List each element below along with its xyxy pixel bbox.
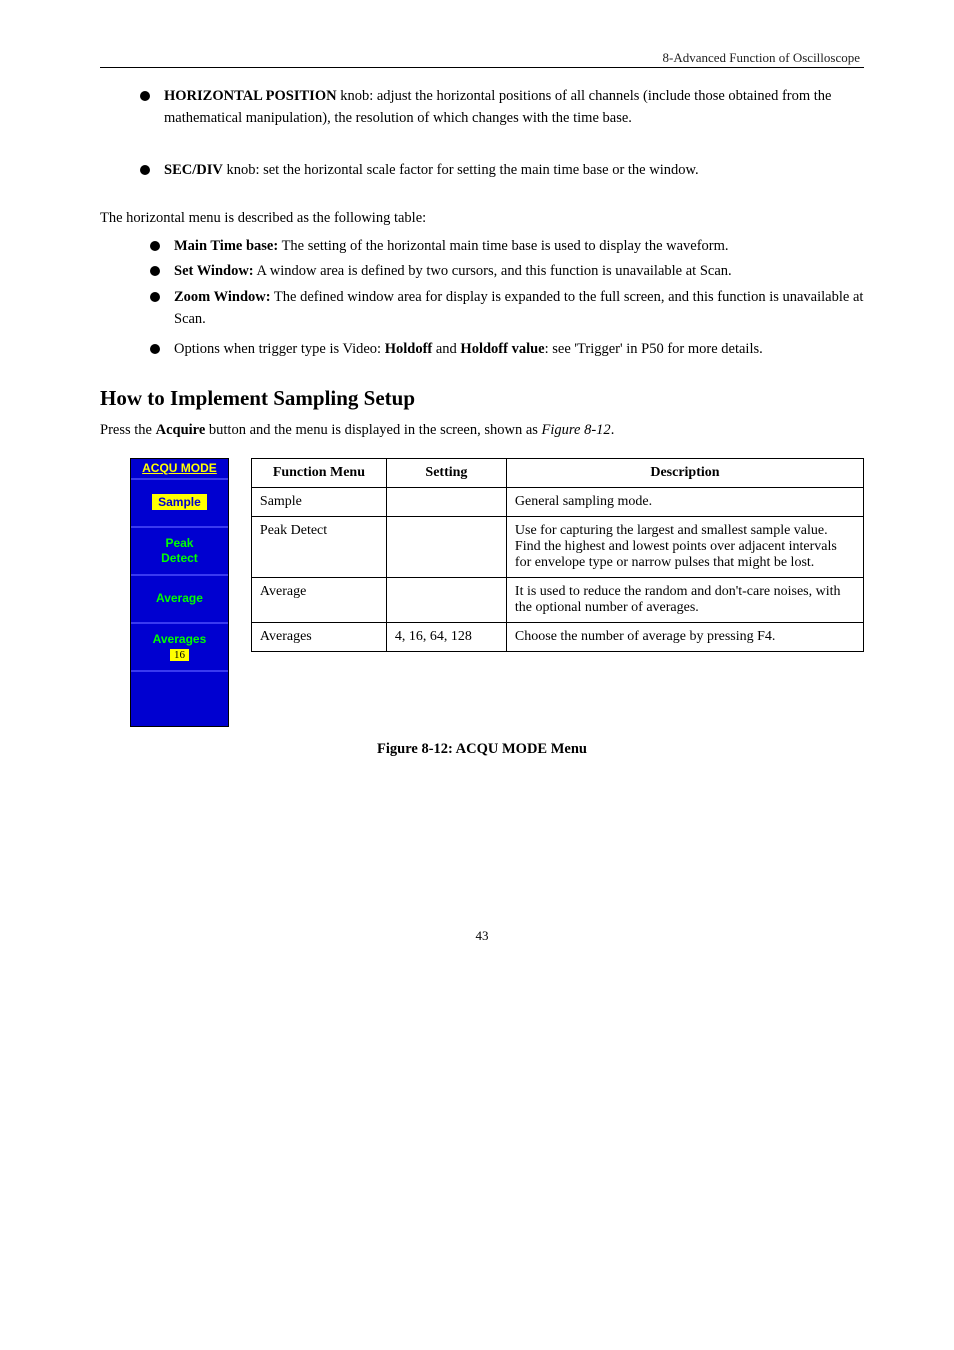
- figure-caption: Figure 8-12: ACQU MODE Menu: [100, 741, 864, 758]
- horiz-intro: The horizontal menu is described as the …: [100, 207, 864, 229]
- bullet-item: SEC/DIV knob: set the horizontal scale f…: [164, 160, 699, 182]
- bullet-label: HORIZONTAL POSITION: [164, 88, 337, 104]
- bullet-label: Main Time base:: [174, 238, 278, 254]
- menu-item-label: Sample: [152, 494, 207, 510]
- bullet-label: Set Window:: [174, 263, 254, 279]
- table-cell: Averages: [251, 622, 386, 651]
- table-header: Description: [506, 458, 863, 487]
- bullet-text: : see 'Trigger' in P50 for more details.: [545, 341, 763, 357]
- acqu-mode-table: Function Menu Setting Description Sample…: [251, 458, 864, 652]
- menu-title: ACQU MODE: [131, 459, 228, 478]
- bullet-text: A window area is defined by two cursors,…: [254, 263, 732, 279]
- table-cell: 4, 16, 64, 128: [386, 622, 506, 651]
- page-number: 43: [100, 928, 864, 944]
- menu-item-label: Averages: [153, 632, 207, 647]
- acqu-mode-menu: ACQU MODE Sample Peak Detect Average Ave…: [130, 458, 229, 727]
- bullet-item: Options when trigger type is Video: Hold…: [174, 339, 763, 361]
- bullet-label: Holdoff: [385, 341, 433, 357]
- bullet-item: Main Time base: The setting of the horiz…: [174, 236, 729, 258]
- table-row: Averages 4, 16, 64, 128 Choose the numbe…: [251, 622, 863, 651]
- table-cell: Choose the number of average by pressing…: [506, 622, 863, 651]
- bullet-text: and: [432, 341, 460, 357]
- menu-item-peak-detect[interactable]: Peak Detect: [131, 526, 228, 574]
- bullet-text: The setting of the horizontal main time …: [278, 238, 728, 254]
- menu-item-averages[interactable]: Averages 16: [131, 622, 228, 670]
- table-header: Setting: [386, 458, 506, 487]
- text-bold: Acquire: [156, 422, 206, 438]
- table-cell: General sampling mode.: [506, 487, 863, 516]
- bullet-label: Zoom Window:: [174, 289, 271, 305]
- text: .: [611, 422, 615, 438]
- table-cell: Peak Detect: [251, 516, 386, 577]
- bullet-icon: [150, 344, 160, 354]
- table-cell: Average: [251, 577, 386, 622]
- menu-item-average[interactable]: Average: [131, 574, 228, 622]
- menu-item-label: Average: [156, 591, 203, 606]
- text: Press the: [100, 422, 156, 438]
- table-cell: Sample: [251, 487, 386, 516]
- bullet-label: Holdoff value: [460, 341, 544, 357]
- bullet-icon: [140, 165, 150, 175]
- bullet-text: knob: set the horizontal scale factor fo…: [223, 162, 699, 178]
- table-cell: [386, 577, 506, 622]
- table-cell: [386, 516, 506, 577]
- page-header: 8-Advanced Function of Oscilloscope: [100, 50, 864, 68]
- menu-item-sample[interactable]: Sample: [131, 478, 228, 526]
- section-title: How to Implement Sampling Setup: [100, 386, 864, 411]
- table-row: Average It is used to reduce the random …: [251, 577, 863, 622]
- bullet-item: HORIZONTAL POSITION knob: adjust the hor…: [164, 86, 864, 130]
- bullet-text: The defined window area for display is e…: [174, 289, 863, 327]
- table-row: Sample General sampling mode.: [251, 487, 863, 516]
- sampling-intro: Press the Acquire button and the menu is…: [100, 419, 864, 441]
- knob-bullets: HORIZONTAL POSITION knob: adjust the hor…: [140, 86, 864, 181]
- table-cell: [386, 487, 506, 516]
- menu-item-empty: [131, 670, 228, 726]
- menu-item-label: Peak Detect: [161, 536, 198, 566]
- text: button and the menu is displayed in the …: [205, 422, 541, 438]
- bullet-item: Set Window: A window area is defined by …: [174, 261, 732, 283]
- table-cell: It is used to reduce the random and don'…: [506, 577, 863, 622]
- table-header: Function Menu: [251, 458, 386, 487]
- bullet-icon: [150, 266, 160, 276]
- bullet-icon: [150, 241, 160, 251]
- bullet-label: Options when trigger type is Video:: [174, 341, 385, 357]
- bullet-item: Zoom Window: The defined window area for…: [174, 287, 864, 331]
- menu-item-value: 16: [170, 649, 189, 661]
- table-row: Peak Detect Use for capturing the larges…: [251, 516, 863, 577]
- horiz-bullets: Main Time base: The setting of the horiz…: [150, 236, 864, 361]
- text-ref: Figure 8-12: [542, 422, 611, 438]
- bullet-icon: [140, 91, 150, 101]
- bullet-icon: [150, 292, 160, 302]
- bullet-label: SEC/DIV: [164, 162, 223, 178]
- table-cell: Use for capturing the largest and smalle…: [506, 516, 863, 577]
